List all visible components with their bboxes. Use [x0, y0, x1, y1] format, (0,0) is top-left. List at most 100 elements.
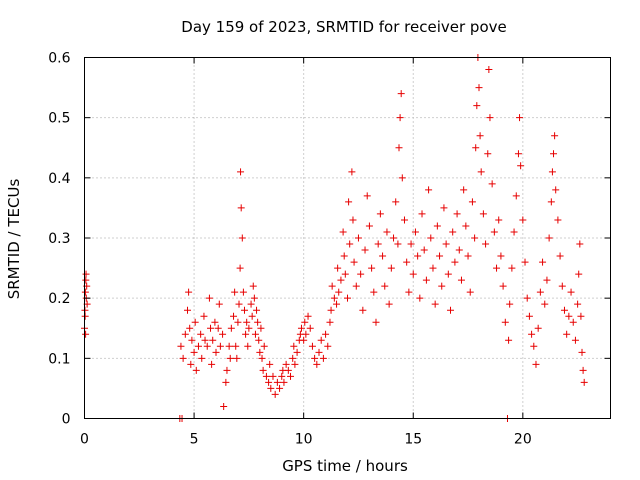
data-point	[576, 240, 584, 248]
data-point	[185, 288, 193, 296]
data-point	[190, 348, 198, 356]
data-point	[396, 114, 404, 122]
data-point	[227, 324, 235, 332]
data-point	[256, 348, 264, 356]
data-point	[341, 270, 349, 278]
data-point	[262, 372, 270, 380]
data-point	[539, 258, 547, 266]
data-point	[536, 288, 544, 296]
data-point	[352, 282, 360, 290]
data-point	[324, 342, 332, 350]
data-point	[532, 360, 540, 368]
data-point	[359, 306, 367, 314]
data-point	[337, 276, 345, 284]
data-point	[197, 330, 205, 338]
data-point	[577, 312, 585, 320]
y-tick-label: 0.3	[48, 231, 70, 247]
data-point	[381, 282, 389, 290]
data-point	[523, 294, 531, 302]
data-point	[376, 210, 384, 218]
data-point	[525, 312, 533, 320]
data-point	[284, 366, 292, 374]
data-point	[317, 336, 325, 344]
data-point	[326, 318, 334, 326]
data-point	[547, 198, 555, 206]
data-point	[372, 318, 380, 326]
data-point	[290, 342, 298, 350]
data-point	[271, 390, 279, 398]
data-point	[297, 324, 305, 332]
data-point	[370, 288, 378, 296]
data-point	[278, 372, 286, 380]
y-tick-label: 0.2	[48, 291, 70, 307]
data-point	[333, 300, 341, 308]
data-point	[431, 300, 439, 308]
data-point	[575, 270, 583, 278]
data-point	[231, 288, 239, 296]
data-point	[488, 180, 496, 188]
data-point	[334, 264, 342, 272]
data-point	[240, 306, 248, 314]
data-point	[346, 240, 354, 248]
data-point	[287, 372, 295, 380]
data-point	[506, 300, 514, 308]
data-point	[563, 330, 571, 338]
data-point	[207, 324, 215, 332]
data-point	[510, 228, 518, 236]
data-point	[313, 360, 321, 368]
data-point	[521, 258, 529, 266]
data-points	[81, 54, 588, 422]
data-point	[280, 378, 288, 386]
data-point	[181, 330, 189, 338]
data-point	[466, 288, 474, 296]
data-point	[398, 174, 406, 182]
data-point	[405, 288, 413, 296]
data-point	[486, 114, 494, 122]
data-point	[216, 342, 224, 350]
data-point	[259, 366, 267, 374]
data-point	[442, 240, 450, 248]
data-point	[560, 306, 568, 314]
data-point	[493, 264, 501, 272]
data-point	[541, 300, 549, 308]
data-point	[276, 384, 284, 392]
data-point	[580, 378, 588, 386]
data-point	[234, 318, 242, 326]
data-point	[81, 288, 89, 296]
data-point	[308, 342, 316, 350]
x-tick-label: 10	[295, 432, 313, 448]
data-point	[550, 150, 558, 158]
data-point	[440, 204, 448, 212]
data-point	[244, 342, 252, 350]
data-point	[436, 252, 444, 260]
data-point	[191, 318, 199, 326]
data-point	[328, 282, 336, 290]
data-point	[319, 354, 327, 362]
data-point	[379, 252, 387, 260]
data-point	[365, 222, 373, 230]
data-point	[505, 336, 513, 344]
data-point	[219, 330, 227, 338]
data-point	[490, 228, 498, 236]
data-point	[484, 150, 492, 158]
data-point	[245, 324, 253, 332]
data-point	[578, 348, 586, 356]
data-point	[282, 360, 290, 368]
data-point	[457, 276, 465, 284]
data-point	[416, 294, 424, 302]
data-point	[344, 294, 351, 302]
data-point	[300, 336, 308, 344]
data-point	[460, 186, 468, 194]
x-tick-label: 20	[514, 432, 532, 448]
data-point	[508, 264, 516, 272]
data-point	[349, 216, 357, 224]
data-point	[385, 300, 393, 308]
data-point	[340, 252, 348, 260]
data-point	[519, 216, 527, 224]
data-point	[390, 234, 398, 242]
data-point	[330, 294, 338, 302]
data-point	[363, 192, 371, 200]
data-point	[186, 324, 194, 332]
data-point	[368, 264, 376, 272]
